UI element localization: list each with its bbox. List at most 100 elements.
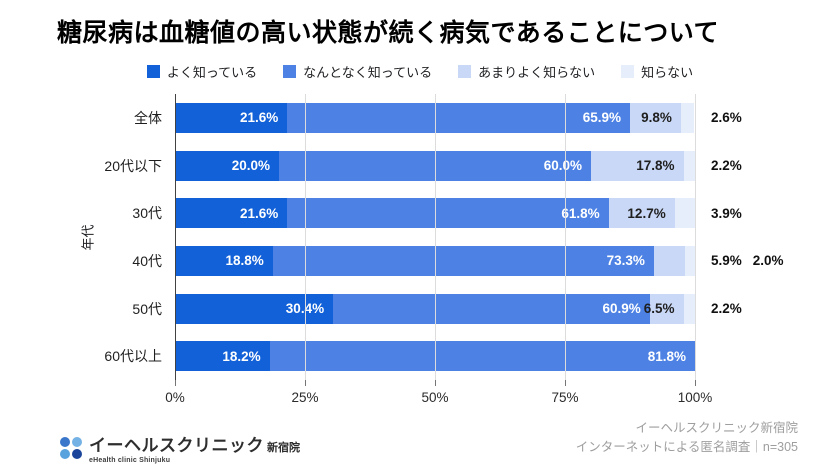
bar-value-label: 73.3%: [606, 253, 645, 269]
bar-segment: 18.8%: [175, 245, 273, 276]
category-label: 60代以上: [104, 348, 162, 365]
category-label: 20代以下: [104, 157, 162, 174]
bar-value-label: 6.5%: [643, 301, 675, 317]
bar-segment: [653, 245, 685, 276]
logo-dot-icon: [72, 448, 82, 459]
gridline: [565, 94, 566, 380]
bar-row: 30代 21.6% 61.8% 12.7% 3.9%: [132, 189, 742, 237]
category-label: 全体: [134, 109, 162, 126]
legend-item: よく知っている: [146, 62, 258, 81]
category-label: 40代: [132, 252, 162, 269]
bar-value-label: 5.9%: [711, 253, 742, 269]
bar-row: 60代以上 18.2% 81.8%: [104, 332, 695, 380]
bar-value-label: 2.6%: [711, 110, 742, 126]
bar-segment: 18.2%: [175, 341, 270, 372]
y-axis-label: 年代: [80, 224, 96, 251]
category-label: 50代: [132, 300, 162, 317]
bar-value-label: 61.8%: [561, 205, 600, 221]
x-tick-label: 0%: [165, 390, 185, 405]
category-label: 30代: [132, 205, 162, 222]
bar-rows: 全体 21.6% 65.9% 9.8% 2.6% 20代以下 20.0% 60.0% 17.8%…: [104, 94, 784, 380]
gridline: [305, 94, 306, 380]
bar-segment: [683, 150, 695, 181]
logo-dot-icon: [72, 436, 82, 447]
bar-segment: [680, 102, 695, 133]
bar-stack: 18.8% 73.3% 5.9% 2.0%: [175, 245, 784, 276]
x-tick-label: 75%: [551, 390, 579, 405]
bar-segment: [674, 198, 695, 229]
bar-value-label: 65.9%: [582, 110, 621, 126]
axis-tick: [695, 380, 696, 386]
bar-value-label: 20.0%: [231, 158, 270, 173]
bar-stack: 21.6% 65.9% 9.8% 2.6%: [175, 102, 742, 133]
bar-segment: 6.5%: [644, 293, 684, 324]
chart-title: 糖尿病は血糖値の高い状態が続く病気であることについて: [57, 19, 720, 47]
bar-segment: 30.4%: [175, 293, 334, 324]
bar-value-label: 2.2%: [711, 158, 742, 173]
plot-area: 全体 21.6% 65.9% 9.8% 2.6% 20代以下 20.0% 60.0% 17.8%…: [104, 94, 784, 405]
bar-stack: 30.4% 60.9%6.5% 2.2%: [175, 293, 742, 324]
bar-value-label: 18.2%: [222, 348, 261, 364]
legend-item: あまりよく知らない: [458, 62, 595, 81]
source-note: イーヘルスクリニック新宿院 インターネットによる匿名調査｜n=305: [576, 419, 798, 458]
bar-segment: 21.6%: [175, 102, 288, 133]
bar-segment: 21.6%: [175, 198, 288, 229]
outside-value-labels: 2.2%: [711, 151, 742, 181]
logo-tagline: eHealth clinic Shinjuku: [89, 457, 171, 464]
legend: よく知っている なんとなく知っている あまりよく知らない 知らない: [0, 62, 840, 81]
bar-segment: 60.9%: [333, 293, 650, 324]
bar-segment: 61.8%: [287, 198, 609, 229]
logo-dot-icon: [60, 448, 70, 459]
axis-tick: [305, 380, 306, 386]
gridline: [695, 94, 696, 380]
bar-value-label: 3.9%: [711, 205, 742, 221]
legend-label: あまりよく知らない: [478, 65, 596, 80]
bar-row: 50代 30.4% 60.9%6.5% 2.2%: [132, 285, 742, 333]
x-tick-label: 50%: [421, 390, 449, 405]
logo-text: イーヘルスクリニック 新宿院 eHealth clinic Shinjuku: [89, 431, 300, 464]
legend-label: なんとなく知っている: [303, 65, 433, 80]
outside-value-labels: 2.6%: [711, 103, 742, 133]
legend-swatch-icon: [621, 65, 635, 78]
bar-value-label: 81.8%: [647, 348, 686, 364]
bar-value-label: 12.7%: [627, 205, 666, 221]
bar-segment: 9.8%: [629, 102, 681, 133]
legend-label: よく知っている: [166, 65, 258, 80]
outside-value-labels: 3.9%: [711, 198, 742, 228]
legend-label: 知らない: [641, 65, 694, 80]
outside-value-labels: 5.9% 2.0%: [711, 246, 784, 276]
source-line1: イーヘルスクリニック新宿院: [635, 421, 798, 435]
x-tick-label: 25%: [291, 390, 319, 405]
logo-dots-icon: [60, 436, 82, 459]
logo-branch-name: 新宿院: [267, 442, 300, 454]
bar-value-label: 30.4%: [286, 301, 324, 316]
legend-item: 知らない: [621, 62, 693, 81]
bar-stack: 18.2% 81.8%: [175, 341, 695, 372]
bar-value-label: 2.0%: [752, 253, 784, 269]
legend-swatch-icon: [283, 65, 297, 78]
x-tick-label: 100%: [677, 390, 713, 405]
bar-value-label: 21.6%: [240, 205, 279, 221]
bar-row: 40代 18.8% 73.3% 5.9% 2.0%: [132, 237, 784, 285]
gridline: [435, 94, 436, 380]
bar-value-label: 9.8%: [641, 110, 672, 126]
bar-segment: 17.8%: [591, 150, 684, 181]
legend-swatch-icon: [458, 65, 472, 78]
bar-value-label: 60.0%: [543, 158, 582, 173]
bar-value-label: 21.6%: [240, 110, 279, 126]
source-line2: インターネットによる匿名調査｜n=305: [575, 440, 798, 455]
legend-item: なんとなく知っている: [283, 62, 432, 81]
bar-segment: 65.9%: [287, 102, 630, 133]
legend-swatch-icon: [146, 65, 160, 78]
bar-value-label: 2.2%: [711, 301, 742, 317]
gridline: [175, 94, 176, 380]
bar-segment: 12.7%: [608, 198, 675, 229]
bar-segment: [683, 293, 695, 324]
bar-segment: [684, 245, 695, 276]
bar-value-label: 17.8%: [636, 158, 675, 173]
clinic-logo: イーヘルスクリニック 新宿院 eHealth clinic Shinjuku: [60, 431, 300, 464]
axis-tick: [175, 380, 176, 386]
logo-clinic-name: イーヘルスクリニック: [89, 436, 264, 455]
bar-value-label: 18.8%: [225, 253, 264, 269]
